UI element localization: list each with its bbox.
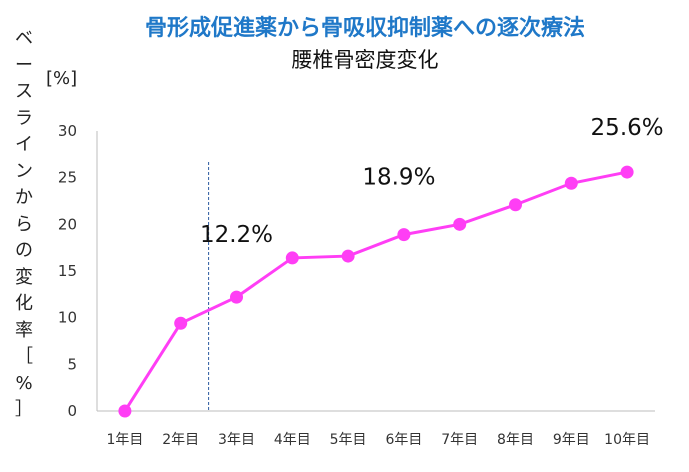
x-tick-label: 10年目 bbox=[604, 432, 650, 448]
y-axis-label-char: ［ bbox=[15, 346, 33, 367]
x-tick-label: 6年目 bbox=[385, 432, 422, 448]
data-point bbox=[564, 176, 578, 190]
data-label: 18.9% bbox=[362, 165, 435, 191]
data-point bbox=[230, 290, 243, 304]
y-axis-label-char: ベ bbox=[15, 28, 33, 49]
y-axis-label-char: 率 bbox=[15, 319, 33, 341]
x-tick-label: 7年目 bbox=[441, 432, 478, 448]
y-axis-label-char: の bbox=[15, 240, 33, 261]
x-tick-label: 5年目 bbox=[330, 432, 367, 448]
y-axis-label-char: ら bbox=[15, 213, 33, 235]
y-tick-label: 15 bbox=[58, 262, 77, 280]
y-axis-label-char: ー bbox=[15, 54, 33, 76]
data-point bbox=[397, 228, 411, 242]
x-tick-label: 4年目 bbox=[274, 432, 311, 448]
data-point bbox=[453, 217, 467, 231]
data-point bbox=[285, 251, 299, 265]
data-label: 25.6% bbox=[591, 115, 664, 141]
data-point bbox=[620, 165, 634, 179]
x-tick-label: 3年目 bbox=[218, 432, 255, 448]
data-point bbox=[341, 249, 355, 263]
y-axis-label-char: ラ bbox=[15, 107, 33, 129]
y-axis-label: ベースラインからの変化率 ［% ］ bbox=[12, 26, 36, 424]
x-tick-label: 8年目 bbox=[497, 432, 534, 448]
y-axis-label-char: ン bbox=[15, 160, 33, 182]
y-tick-label: 25 bbox=[58, 169, 77, 187]
y-axis-label-char: イ bbox=[15, 134, 33, 155]
series-line bbox=[123, 170, 628, 412]
y-axis-label-char: ］ bbox=[15, 399, 33, 420]
y-axis-unit: [%] bbox=[46, 68, 78, 89]
y-axis-label-char: 変 bbox=[15, 266, 33, 288]
y-tick-label: 5 bbox=[67, 355, 77, 373]
y-tick-label: 0 bbox=[67, 402, 77, 420]
data-point bbox=[509, 198, 522, 212]
y-tick-label: 30 bbox=[58, 122, 77, 140]
data-point bbox=[118, 404, 132, 418]
x-tick-label: 9年目 bbox=[553, 432, 590, 448]
chart-subtitle: 腰椎骨密度変化 bbox=[291, 48, 439, 72]
data-label: 12.2% bbox=[200, 222, 273, 248]
y-axis-label-char: ス bbox=[15, 81, 33, 102]
y-axis-label-char: % bbox=[15, 372, 33, 394]
y-axis-label-char: 化 bbox=[15, 293, 33, 314]
chart-title: 骨形成促進薬から骨吸収抑制薬への逐次療法 bbox=[144, 16, 585, 41]
x-tick-label: 2年目 bbox=[162, 432, 199, 448]
y-tick-label: 10 bbox=[58, 309, 77, 327]
y-axis-label-char: か bbox=[15, 187, 33, 208]
x-tick-label: 1年目 bbox=[106, 432, 143, 448]
y-tick-label: 20 bbox=[58, 215, 77, 233]
data-point bbox=[174, 316, 188, 330]
